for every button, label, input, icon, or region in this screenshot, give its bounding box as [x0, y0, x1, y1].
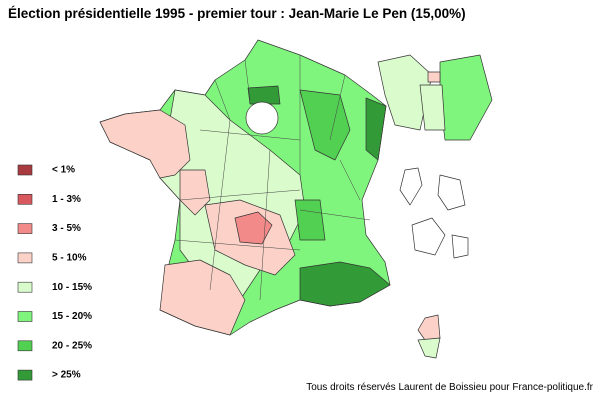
- legend-swatch: [17, 281, 33, 293]
- corse-du-sud: [417, 337, 441, 359]
- legend-label: 20 - 25%: [52, 340, 92, 351]
- legend: < 1% 1 - 3% 3 - 5% 5 - 10% 10 - 15% 15 - 20% 2…: [17, 164, 92, 381]
- legend-swatch: [17, 311, 33, 322]
- martinique: [437, 174, 466, 211]
- rhone-zone: [294, 199, 326, 241]
- legend-swatch: [17, 369, 33, 381]
- legend-label: 5 - 10%: [52, 253, 87, 264]
- picardy-department: [247, 85, 281, 105]
- inset-centre: [419, 84, 446, 131]
- alsace-zone: [365, 97, 387, 161]
- legend-label: 1 - 3%: [52, 194, 81, 205]
- legend-label: 15 - 20%: [52, 311, 92, 322]
- legend-swatch: [17, 223, 33, 234]
- west-zone: [179, 169, 211, 216]
- legend-swatch: [17, 252, 33, 264]
- southwest-zone: [159, 259, 246, 336]
- paris-hole: [245, 101, 279, 135]
- inset-paris: [427, 71, 441, 83]
- overseas: [399, 167, 469, 259]
- legend-label: 10 - 15%: [52, 282, 92, 293]
- legend-swatch: [17, 340, 33, 352]
- reunion: [451, 234, 469, 259]
- red-department: [234, 211, 273, 245]
- map-title: Élection présidentielle 1995 - premier t…: [8, 6, 466, 21]
- legend-label: > 25%: [52, 370, 81, 381]
- provence-zone: [299, 261, 391, 307]
- credit: Tous droits réservés Laurent de Boissieu…: [306, 382, 593, 393]
- inset-west: [377, 54, 433, 131]
- ile-de-france-inset: [377, 54, 493, 141]
- guyane: [411, 217, 446, 256]
- guadeloupe: [399, 167, 423, 206]
- legend-swatch: [17, 164, 33, 176]
- brittany-zone: [99, 109, 191, 179]
- france-map: [99, 39, 391, 336]
- legend-swatch: [17, 194, 33, 205]
- corsica: [417, 314, 441, 359]
- legend-label: < 1%: [52, 165, 75, 176]
- legend-label: 3 - 5%: [52, 223, 81, 234]
- department-borders: [174, 55, 371, 301]
